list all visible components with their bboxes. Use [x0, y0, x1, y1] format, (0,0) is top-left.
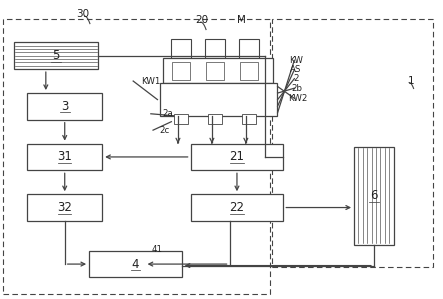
Text: KW1: KW1	[141, 77, 160, 86]
Bar	[174, 114, 188, 124]
Bar	[89, 251, 182, 277]
Text: 20: 20	[195, 15, 208, 25]
Bar	[14, 42, 98, 69]
Bar	[171, 39, 191, 58]
Text: 31: 31	[57, 150, 72, 164]
Bar	[354, 147, 394, 245]
Bar	[27, 194, 102, 221]
Text: 32: 32	[57, 201, 72, 214]
Text: 21: 21	[229, 150, 245, 164]
Bar	[27, 144, 102, 170]
Text: KW: KW	[289, 56, 303, 65]
Bar	[190, 144, 284, 170]
Bar	[272, 19, 433, 267]
Text: 41: 41	[152, 245, 163, 254]
Text: 22: 22	[229, 201, 245, 214]
Bar	[242, 114, 256, 124]
Text: 2b: 2b	[291, 84, 302, 93]
Bar	[172, 62, 190, 80]
Bar	[205, 39, 225, 58]
Text: 1: 1	[408, 76, 415, 86]
Bar	[190, 194, 284, 221]
Bar	[240, 62, 258, 80]
Text: 3: 3	[61, 100, 68, 113]
Text: M: M	[237, 15, 246, 25]
Bar	[163, 58, 273, 83]
Text: 2c: 2c	[160, 126, 170, 135]
Text: 5: 5	[52, 49, 59, 62]
Text: 2a: 2a	[162, 109, 173, 118]
Text: 30: 30	[76, 9, 89, 19]
Bar	[239, 39, 259, 58]
Text: KW2: KW2	[288, 94, 307, 103]
Text: 6: 6	[370, 189, 377, 202]
Bar	[206, 62, 224, 80]
Text: AS: AS	[290, 65, 301, 74]
Bar	[3, 19, 270, 294]
Bar	[208, 114, 222, 124]
Bar	[27, 93, 102, 120]
Text: 4: 4	[132, 257, 139, 271]
Text: 2: 2	[294, 74, 299, 83]
Bar	[159, 83, 277, 116]
